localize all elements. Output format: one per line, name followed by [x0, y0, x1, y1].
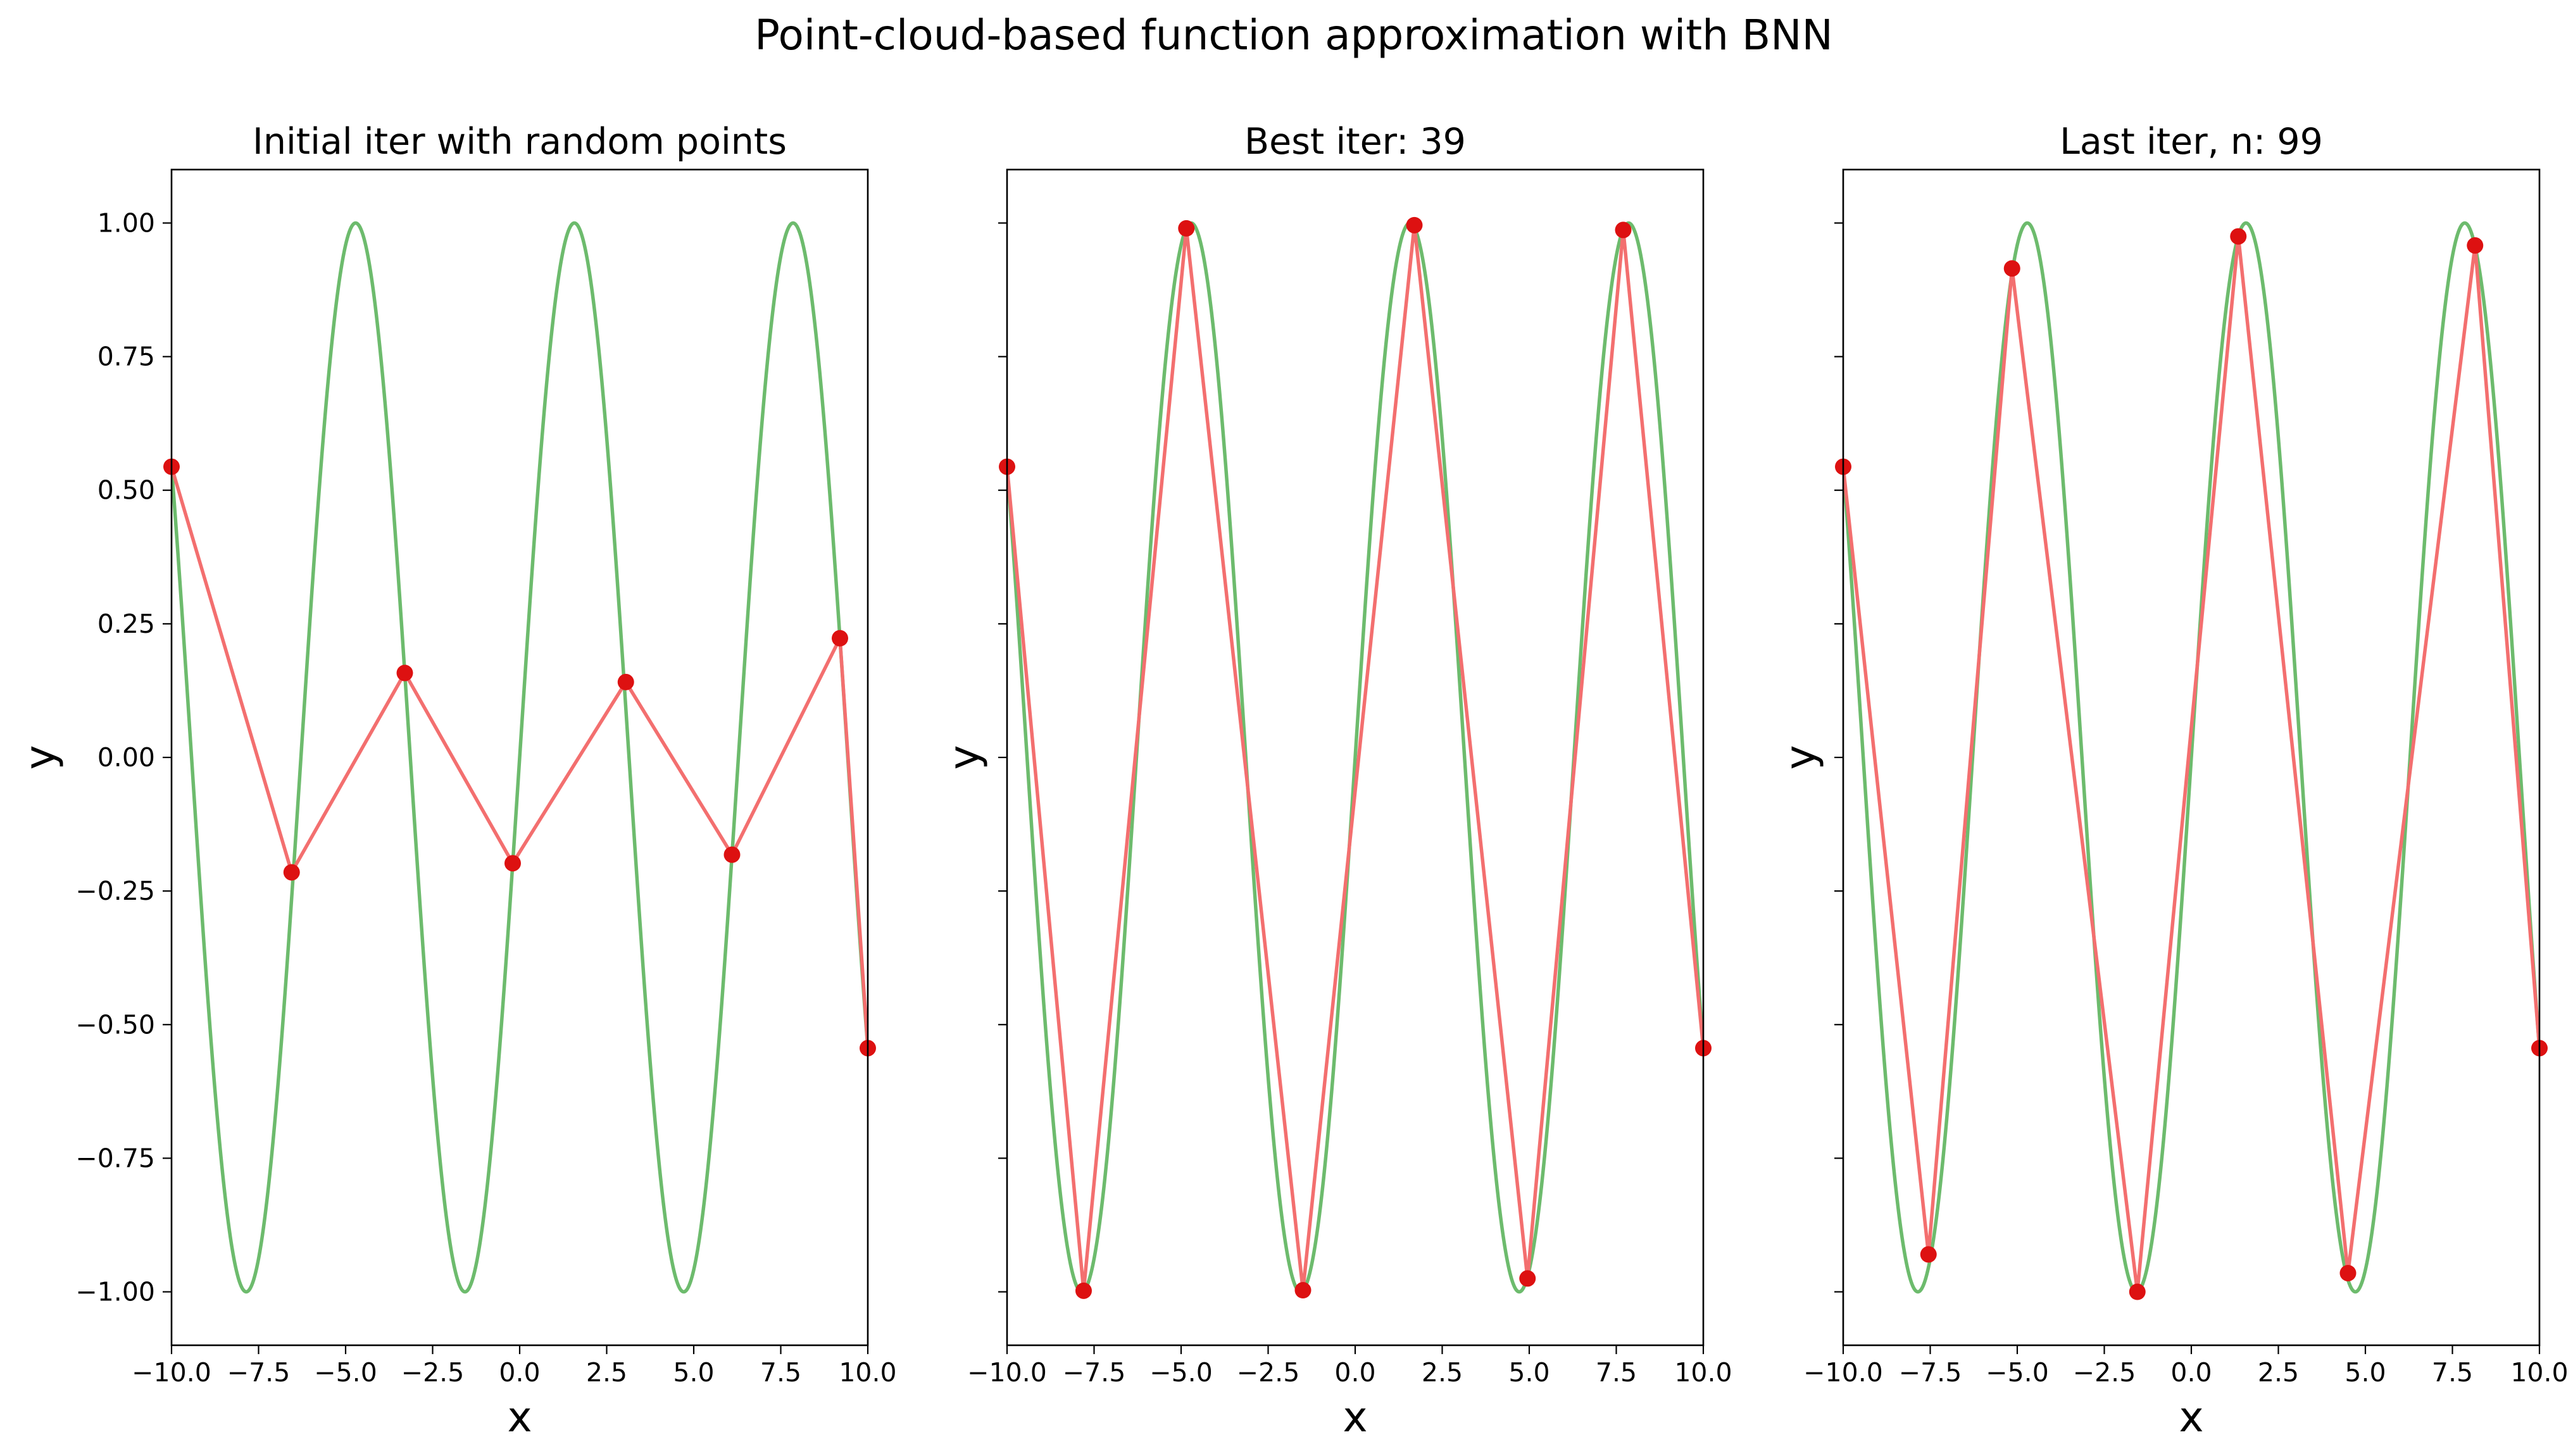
- y-tick-label: 1.00: [97, 208, 155, 238]
- x-tick-label: −2.5: [2073, 1357, 2136, 1388]
- x-tick-label: 7.5: [760, 1357, 801, 1388]
- y-tick-label: −1.00: [75, 1277, 155, 1307]
- data-point: [2003, 260, 2020, 277]
- x-tick-label: 2.5: [586, 1357, 627, 1388]
- data-point: [723, 846, 741, 863]
- y-tick-label: 0.25: [97, 609, 155, 639]
- x-tick-label: −10.0: [967, 1357, 1047, 1388]
- data-point: [1294, 1282, 1312, 1299]
- y-tick-label: −0.25: [75, 876, 155, 906]
- x-tick-label: −7.5: [1063, 1357, 1126, 1388]
- data-point: [617, 673, 634, 690]
- approximation-line: [1843, 234, 2539, 1294]
- x-tick-label: 7.5: [2432, 1357, 2473, 1388]
- subplot-1: −10.0 −7.5 −5.0 −2.5 0.0 2.5 5.0 7.5 10.0 −1.00 −0…: [16, 121, 897, 1441]
- y-tick-label: 0.75: [97, 342, 155, 372]
- y-tick-label: −0.50: [75, 1009, 155, 1040]
- x-tick-label: 10.0: [1674, 1357, 1732, 1388]
- data-point: [396, 664, 413, 681]
- y-tick-label: −0.75: [75, 1143, 155, 1173]
- x-tick-label: −7.5: [227, 1357, 291, 1388]
- data-point: [1519, 1270, 1536, 1287]
- x-tick-label: 10.0: [2510, 1357, 2568, 1388]
- true-function-curve: [1007, 221, 1703, 1294]
- y-axis-label: y: [940, 745, 989, 769]
- x-tick-label: −5.0: [1149, 1357, 1213, 1388]
- x-tick-label: −5.0: [1986, 1357, 2049, 1388]
- x-tick-label: 5.0: [673, 1357, 714, 1388]
- x-tick-label: −10.0: [1803, 1357, 1883, 1388]
- data-point: [832, 630, 848, 647]
- x-tick-label: 2.5: [2258, 1357, 2299, 1388]
- y-axis-label: y: [1776, 745, 1825, 769]
- y-tick-label: 0.00: [97, 742, 155, 773]
- y-tick-label: 0.50: [97, 475, 155, 506]
- subplot-title: Last iter, n: 99: [2060, 121, 2323, 163]
- x-tick-label: 0.0: [499, 1357, 540, 1388]
- data-point: [2230, 228, 2247, 245]
- x-axis-label: x: [507, 1393, 532, 1441]
- subplot-3: −10.0 −7.5 −5.0 −2.5 0.0 2.5 5.0 7.5 10.0 Last it…: [1776, 121, 2569, 1441]
- data-point: [1178, 220, 1195, 237]
- x-tick-label: 0.0: [1334, 1357, 1375, 1388]
- x-tick-label: −2.5: [1237, 1357, 1300, 1388]
- data-point: [1406, 216, 1423, 233]
- data-point: [1920, 1246, 1937, 1263]
- x-axis-label: x: [1343, 1393, 1367, 1441]
- x-tick-label: 0.0: [2170, 1357, 2212, 1388]
- figure-title: Point-cloud-based function approximation…: [754, 11, 1833, 59]
- x-tick-label: −10.0: [132, 1357, 211, 1388]
- subplot-title: Best iter: 39: [1244, 121, 1466, 163]
- true-function-curve: [172, 221, 868, 1294]
- x-tick-label: 5.0: [2344, 1357, 2386, 1388]
- approximation-line: [172, 466, 868, 1048]
- data-point: [2129, 1283, 2146, 1300]
- x-axis-label: x: [2179, 1393, 2203, 1441]
- data-point: [2339, 1264, 2357, 1281]
- data-point: [504, 855, 521, 872]
- x-tick-label: 10.0: [839, 1357, 896, 1388]
- subplot-2: −10.0 −7.5 −5.0 −2.5 0.0 2.5 5.0 7.5 10.0 Best it…: [940, 121, 1732, 1441]
- x-tick-label: 2.5: [1422, 1357, 1463, 1388]
- x-tick-label: 7.5: [1596, 1357, 1637, 1388]
- x-tick-label: −5.0: [314, 1357, 377, 1388]
- approximation-line: [1007, 223, 1703, 1293]
- data-point: [283, 864, 300, 881]
- x-tick-label: −2.5: [401, 1357, 465, 1388]
- y-axis-label: y: [16, 745, 65, 769]
- true-function-curve: [1843, 221, 2539, 1294]
- x-tick-label: 5.0: [1508, 1357, 1549, 1388]
- subplot-title: Initial iter with random points: [253, 121, 787, 163]
- data-point: [1075, 1282, 1092, 1299]
- data-point: [2467, 237, 2484, 254]
- data-point: [1615, 221, 1632, 239]
- x-tick-label: −7.5: [1899, 1357, 1962, 1388]
